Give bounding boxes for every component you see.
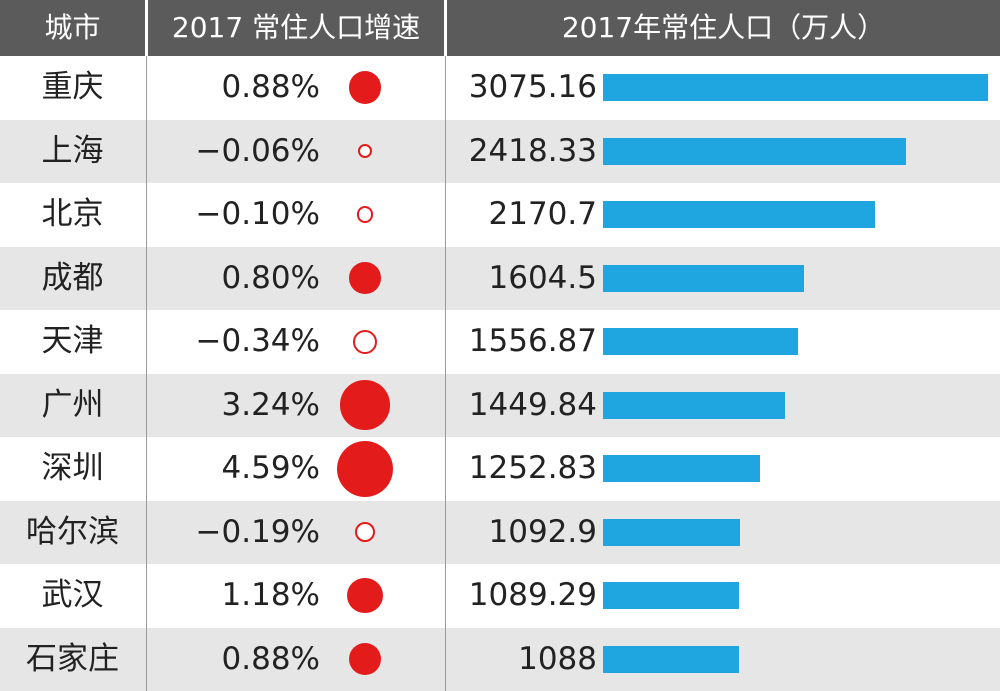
column-divider [445, 56, 446, 691]
growth-dot [340, 380, 390, 430]
growth-value: 0.80% [221, 259, 320, 296]
growth-value: 0.88% [221, 69, 320, 105]
growth-value: −0.10% [195, 196, 320, 232]
growth-value: 3.24% [221, 386, 320, 423]
growth-value: 1.18% [221, 577, 320, 613]
city-label: 深圳 [41, 450, 104, 486]
population-bar [603, 264, 804, 292]
table-row: 天津 −0.34% 1556.87 [0, 310, 1000, 373]
population-value: 1604.5 [488, 259, 597, 296]
city-label: 重庆 [41, 69, 104, 105]
population-bar [603, 328, 798, 355]
population-bar [603, 582, 740, 609]
header-city-cell [0, 0, 145, 56]
growth-value: −0.34% [195, 323, 320, 359]
population-bar [603, 455, 760, 482]
population-bar [603, 391, 785, 419]
population-bar [603, 137, 906, 165]
growth-dot [337, 440, 393, 497]
population-bar [603, 645, 740, 673]
table-row: 重庆 0.88% 3075.16 [0, 56, 1000, 119]
population-value: 1449.84 [468, 386, 597, 423]
growth-dot [347, 577, 383, 614]
city-label: 天津 [41, 323, 104, 359]
header-city: 城市 [44, 11, 101, 44]
city-label: 哈尔滨 [26, 513, 119, 550]
population-value: 2170.7 [488, 196, 597, 232]
growth-value: 4.59% [221, 450, 320, 486]
growth-ring [355, 522, 375, 542]
city-label: 石家庄 [26, 640, 119, 677]
population-value: 1089.29 [468, 577, 597, 613]
table-row: 上海 −0.06% 2418.33 [0, 119, 1000, 183]
header-population-cell [447, 0, 1000, 56]
header-population: 2017年常住人口（万人） [561, 11, 886, 44]
population-value: 2418.33 [468, 132, 597, 169]
column-divider [146, 56, 147, 691]
table-row: 北京 −0.10% 2170.7 [0, 183, 1000, 246]
population-value: 1556.87 [468, 323, 597, 359]
table-row: 广州 3.24% 1449.84 [0, 373, 1000, 437]
city-label: 上海 [41, 132, 104, 169]
population-value: 3075.16 [468, 69, 597, 105]
table-row: 石家庄 0.88% 1088 [0, 627, 1000, 691]
city-label: 广州 [41, 386, 104, 423]
population-value: 1092.9 [488, 513, 597, 550]
city-label: 成都 [41, 259, 104, 296]
population-bar [603, 518, 740, 546]
population-value: 1252.83 [468, 450, 597, 486]
table-row: 哈尔滨 −0.19% 1092.9 [0, 500, 1000, 564]
header-growth: 2017 常住人口增速 [171, 11, 421, 44]
growth-ring [353, 329, 377, 354]
growth-dot [348, 71, 382, 104]
table-row: 成都 0.80% 1604.5 [0, 246, 1000, 310]
city-label: 北京 [41, 196, 104, 232]
growth-dot [348, 642, 382, 676]
growth-value: −0.19% [195, 513, 320, 550]
growth-dot [349, 262, 381, 294]
growth-ring [356, 206, 374, 223]
city-label: 武汉 [41, 577, 104, 613]
growth-ring [357, 143, 373, 159]
population-bar [603, 201, 875, 228]
header-growth-cell [148, 0, 444, 56]
growth-value: 0.88% [221, 640, 320, 677]
growth-value: −0.06% [195, 132, 320, 169]
table-row: 深圳 4.59% 1252.83 [0, 437, 1000, 500]
table-row: 武汉 1.18% 1089.29 [0, 564, 1000, 627]
population-value: 1088 [518, 640, 597, 677]
population-bar [603, 74, 988, 101]
